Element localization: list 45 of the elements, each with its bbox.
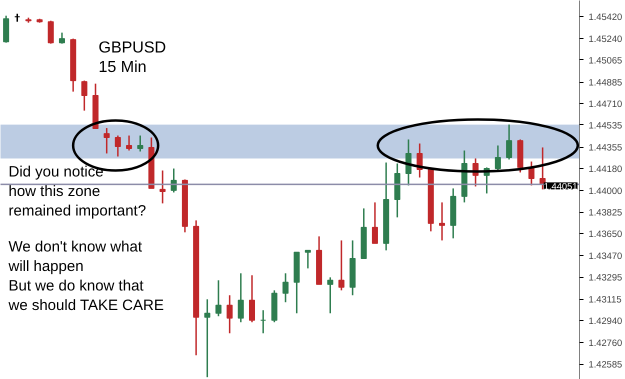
- y-tick-label: 1.42585: [588, 360, 622, 370]
- candlestick: [494, 144, 501, 172]
- candlestick: [204, 298, 210, 378]
- candlestick: [327, 276, 334, 314]
- candlestick: [126, 134, 132, 152]
- y-tick-label: 1.45065: [588, 55, 622, 66]
- candlestick: [260, 309, 266, 334]
- y-tick-label: 1.45240: [588, 34, 622, 44]
- y-tick-label: 1.43115: [588, 294, 622, 305]
- ref-line-label: 1.44051: [544, 181, 578, 192]
- y-tick-label: 1.44535: [588, 120, 622, 130]
- candlestick: [238, 272, 244, 323]
- annotation: Did you notice how this zone remained important?: [8, 164, 146, 220]
- y-tick-label: 1.44885: [588, 78, 622, 88]
- candlestick: [170, 168, 177, 194]
- candlestick: [114, 134, 121, 158]
- candlestick: [439, 202, 446, 242]
- annotation: We don't know what will happen But we do know that we should TAKE CARE: [8, 238, 164, 314]
- candlestick: [282, 272, 289, 303]
- y-tick-label: 1.44000: [588, 186, 622, 196]
- y-tick-label: 1.43470: [588, 251, 622, 262]
- y-tick-label: 1.44710: [588, 99, 622, 110]
- candlestick: [137, 134, 144, 152]
- candlestick: [48, 20, 54, 44]
- candlestick: [215, 280, 222, 317]
- candlestick: [104, 127, 110, 154]
- candlestick: [338, 240, 344, 292]
- y-tick-label: 1.43650: [588, 229, 622, 240]
- candlestick: [372, 202, 378, 244]
- y-tick-label: 1.42940: [588, 316, 622, 326]
- y-tick-label: 1.44355: [588, 142, 622, 153]
- candlestick: [304, 250, 311, 270]
- y-tick-label: 1.45420: [588, 12, 622, 22]
- candlestick: [248, 274, 256, 323]
- candlestick: [3, 14, 10, 44]
- y-tick-label: 1.43295: [588, 272, 622, 283]
- candlestick: [160, 170, 166, 204]
- y-tick-label: 1.44180: [588, 164, 622, 174]
- y-tick-label: 1.43825: [588, 208, 622, 218]
- candlestick: [81, 80, 88, 112]
- y-tick-label: 1.42760: [588, 338, 622, 348]
- candlestick: [58, 32, 65, 44]
- candlestick: [506, 124, 512, 160]
- candlestick: [226, 294, 233, 334]
- annotation: GBPUSD 15 Min: [98, 40, 166, 76]
